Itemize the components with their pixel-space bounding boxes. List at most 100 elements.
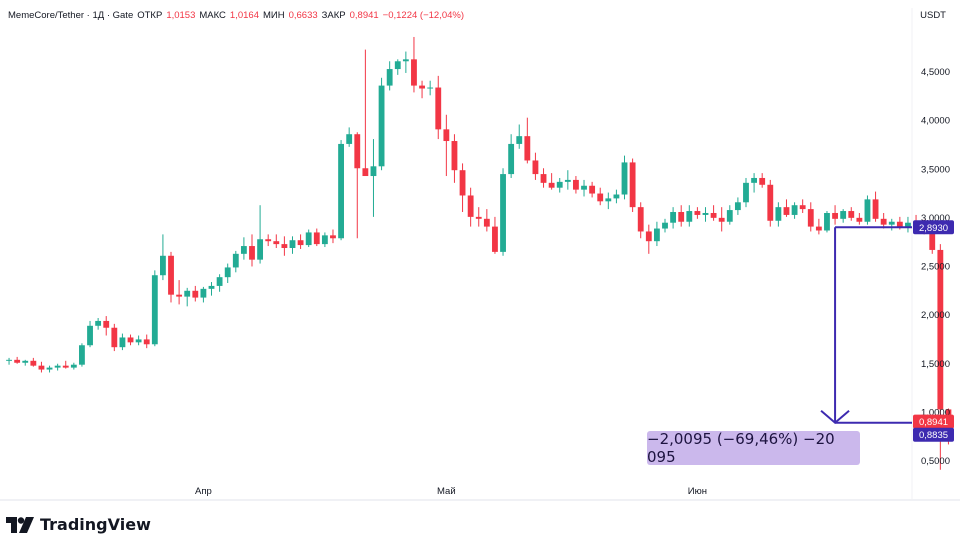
candle-body [386,69,393,86]
candle [743,177,749,208]
candle [767,179,774,227]
candle-body [532,160,539,175]
candle [540,168,547,188]
candle [556,177,563,193]
candle [135,335,142,346]
candle-body [459,170,466,196]
candle [783,199,790,217]
price-tag-bg [913,427,954,442]
candle-body [888,221,895,225]
y-tick-label: 3,0000 [921,213,950,224]
candle [662,218,668,233]
tradingview-logo[interactable]: TradingView [6,515,151,534]
candle [232,250,239,273]
candle [775,202,782,227]
candle [273,234,280,248]
candle [581,179,587,197]
candle [265,234,272,247]
measure-arrow-icon [820,409,850,425]
candle-body [30,360,37,366]
price-tag: 2,8930 [913,220,954,235]
candle-body [168,255,174,295]
candle [832,205,838,225]
candle [362,49,369,177]
candle [184,287,191,307]
candle-body [775,207,782,221]
candle [249,234,255,267]
low-label: МИН [262,10,285,21]
candle [589,181,596,198]
candle-body [6,359,12,361]
candle-body [678,212,685,222]
change-value: −0,1224 (−12,04%) [382,10,465,21]
brand-name: TradingView [40,515,151,534]
candle-body [556,181,563,188]
candle-body [492,226,498,252]
candle-body [540,174,547,183]
candle [751,173,758,193]
candle [176,280,183,305]
candle-body [127,337,134,343]
candle [888,218,895,231]
candle-body [832,212,838,219]
candle-body [70,364,77,368]
candle-body [589,185,596,194]
low-value: 0,6633 [288,10,318,21]
candle-body [815,226,822,231]
chart-legend: MemeCore/Tether · 1Д · Gate ОТКР 1,0153 М… [8,10,464,21]
candle [224,263,231,284]
candle-body [338,143,344,239]
candle [508,134,515,178]
candle-body [645,231,652,242]
candle-body [265,239,272,242]
candle [864,195,871,225]
candle-body [22,360,29,363]
candle-body [605,198,612,202]
candle-body [402,59,409,62]
candle [459,163,466,213]
candle-body [281,244,288,248]
candle-body [751,177,758,183]
candle-body [184,290,191,297]
candle-body [824,212,830,231]
candle-body [702,212,709,215]
candle-body [119,337,126,348]
candle-body [249,246,255,260]
y-tick-label: 1,5000 [921,359,950,370]
candle [111,323,118,352]
candle-body [143,339,150,345]
candle-body [321,235,328,245]
candle-body [297,240,304,246]
candle-body [905,222,911,227]
candle-body [305,232,312,246]
candle [289,236,296,254]
candle-body [176,294,183,297]
candle-body [419,85,425,89]
candle-body [289,240,296,248]
candle [605,192,612,210]
x-tick-label: Апр [195,486,212,497]
candle [338,140,344,241]
measure-label: −2,0095 (−69,46%) −20 095 [647,430,860,466]
candle-body [896,221,903,227]
candle [483,209,490,232]
candle-body [46,367,53,370]
price-tag: 0,8941 [913,414,954,429]
candle-body [840,211,847,219]
open-value: 1,0153 [166,10,196,21]
candle-body [411,59,417,86]
candle [678,205,685,227]
candle [14,356,21,364]
candle [240,237,247,260]
symbol-title: MemeCore/Tether · 1Д · Gate [8,10,134,21]
candle-body [370,166,377,177]
candle [694,207,701,219]
candle-body [208,285,215,289]
candle [30,357,37,367]
candle-body [427,87,434,89]
candle-body [54,365,61,368]
currency-label[interactable]: USDT [920,10,946,21]
candle-body [79,345,85,365]
